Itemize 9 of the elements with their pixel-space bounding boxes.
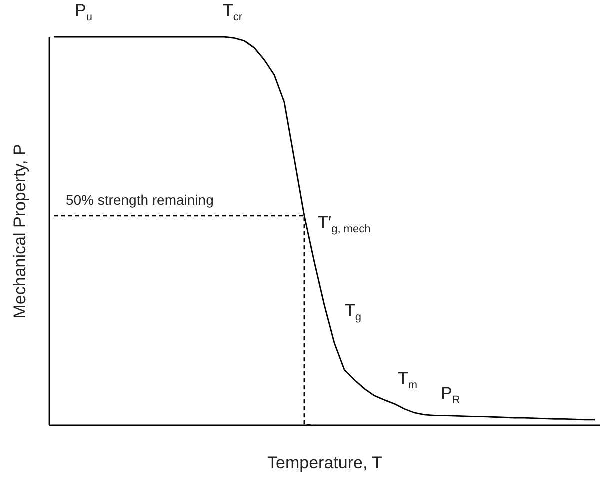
annotation: T$_{g}$	[345, 301, 362, 324]
y-axis-title: Mechanical Property, P	[10, 144, 30, 319]
annotation: P$_{R}$	[441, 384, 460, 406]
annotation: T′$_{g, mech}$	[318, 213, 371, 236]
annotation: T$_{m}$	[398, 369, 418, 392]
annotation: 50% strength remaining	[66, 192, 214, 208]
text: T$_{cr}$	[223, 1, 243, 24]
text: P$_{u}$	[75, 1, 92, 24]
x-axis-title: Temperature, T	[268, 454, 382, 472]
